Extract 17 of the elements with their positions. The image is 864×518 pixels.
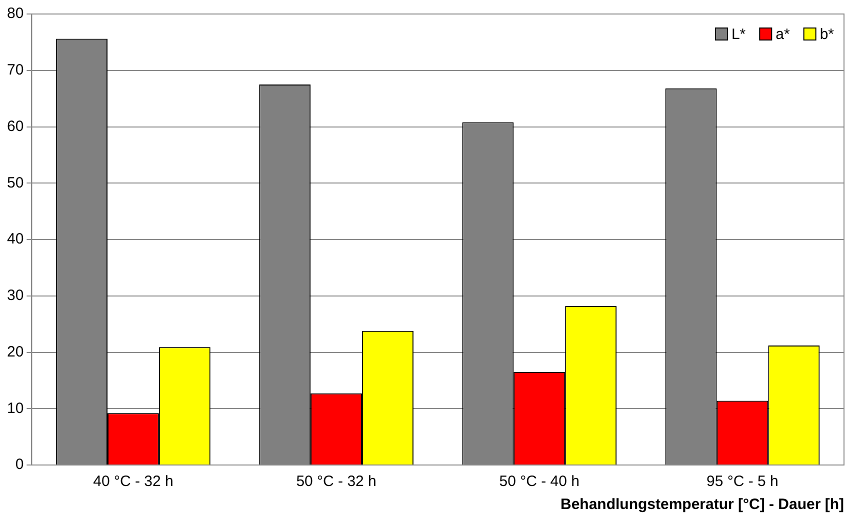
y-tick-label: 0: [15, 456, 24, 474]
legend-label: b*: [820, 26, 834, 44]
y-tick-label: 80: [6, 5, 24, 22]
x-tick-label: 50 °C - 40 h: [499, 473, 580, 490]
y-tick-label: 50: [6, 174, 24, 192]
y-tick-label: 10: [6, 400, 24, 417]
x-tick-label: 40 °C - 32 h: [93, 473, 174, 490]
y-tick-label: 70: [6, 62, 24, 79]
x-tick-label: 95 °C - 5 h: [706, 473, 778, 490]
x-tick-label: 50 °C - 32 h: [296, 473, 376, 490]
y-tick-label: 20: [6, 343, 24, 360]
legend-label: L*: [731, 26, 746, 44]
y-tick-label: 40: [6, 230, 24, 248]
x-axis-title: Behandlungstemperatur [°C] - Dauer [h]: [560, 496, 844, 514]
y-tick-label: 60: [6, 118, 24, 135]
legend-label: a*: [776, 26, 790, 44]
y-tick-label: 30: [6, 287, 24, 304]
